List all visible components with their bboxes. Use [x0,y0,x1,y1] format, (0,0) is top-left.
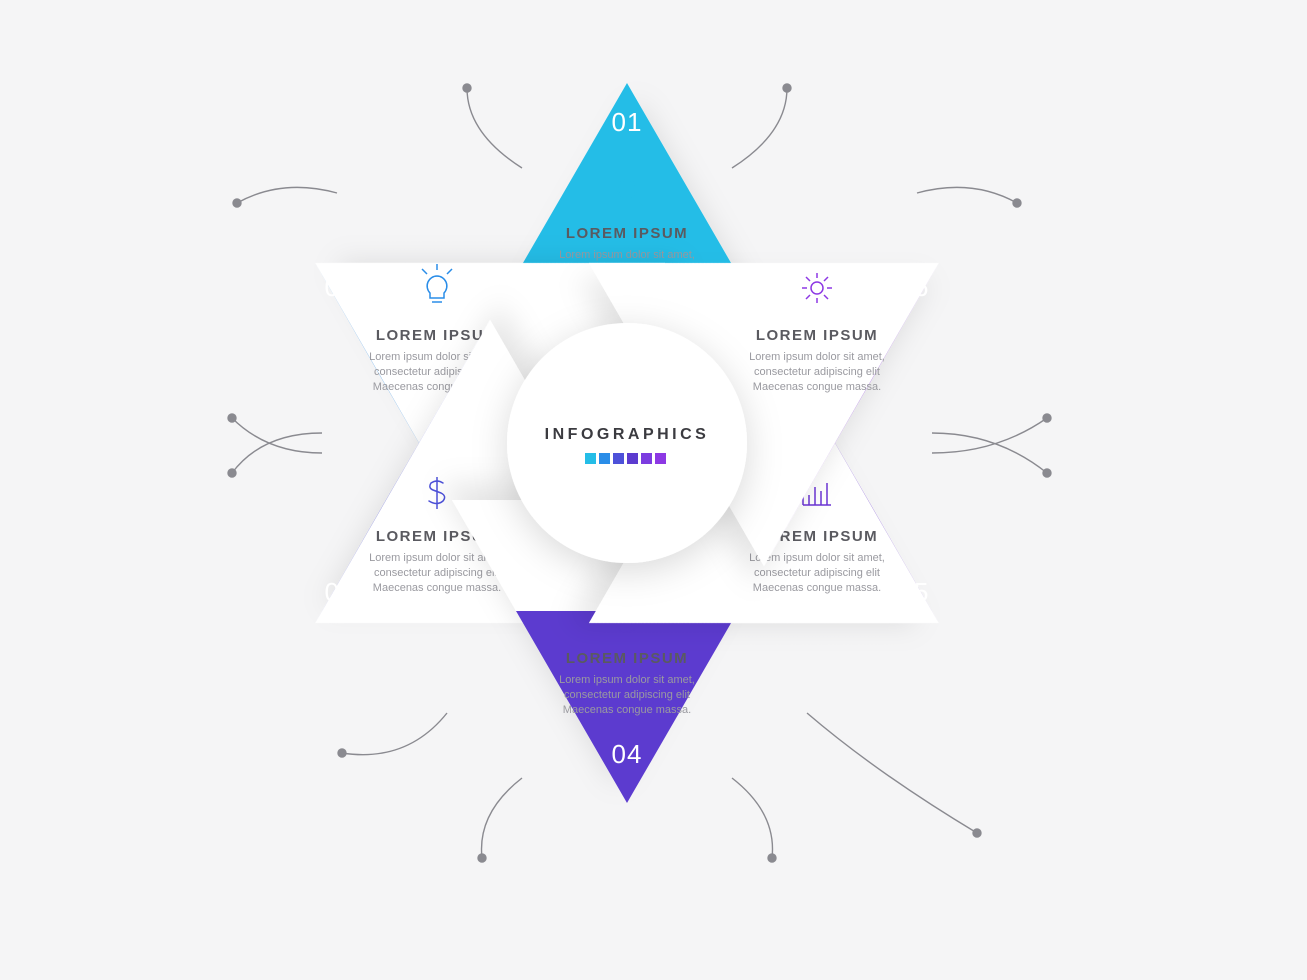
center-hub: INFOGRAPHICS [507,323,747,563]
svg-text:Maecenas congue massa.: Maecenas congue massa. [753,381,881,393]
svg-text:Maecenas congue massa.: Maecenas congue massa. [753,582,881,594]
segment-05-number: 05 [899,577,930,607]
svg-text:consectetur adipiscing elit: consectetur adipiscing elit [374,567,500,579]
svg-text:Maecenas congue massa.: Maecenas congue massa. [373,582,501,594]
segment-03-number: 03 [325,577,356,607]
segment-04-body: Lorem ipsum dolor sit amet, [559,674,695,686]
segment-04-title: LOREM IPSUM [566,650,688,667]
segment-06-number: 06 [899,272,930,302]
segment-01-body: Lorem ipsum dolor sit amet, [559,249,695,261]
segment-01-title: LOREM IPSUM [566,225,688,242]
segment-06-title: LOREM IPSUM [756,327,878,344]
center-title: INFOGRAPHICS [545,426,710,443]
segment-04-number: 04 [612,739,643,769]
infographic-canvas: 01 LOREM IPSUM Lorem ipsum dolor sit ame… [0,0,1307,980]
infographic-root: 01 LOREM IPSUM Lorem ipsum dolor sit ame… [228,83,1051,862]
svg-text:consectetur adipiscing elit: consectetur adipiscing elit [564,689,690,701]
segment-01-number: 01 [612,107,643,137]
segment-06-body: Lorem ipsum dolor sit amet, [749,351,885,363]
svg-text:consectetur adipiscing elit: consectetur adipiscing elit [754,366,880,378]
segment-02-number: 02 [325,272,356,302]
svg-text:consectetur adipiscing elit: consectetur adipiscing elit [754,567,880,579]
svg-text:Maecenas congue massa.: Maecenas congue massa. [563,704,691,716]
